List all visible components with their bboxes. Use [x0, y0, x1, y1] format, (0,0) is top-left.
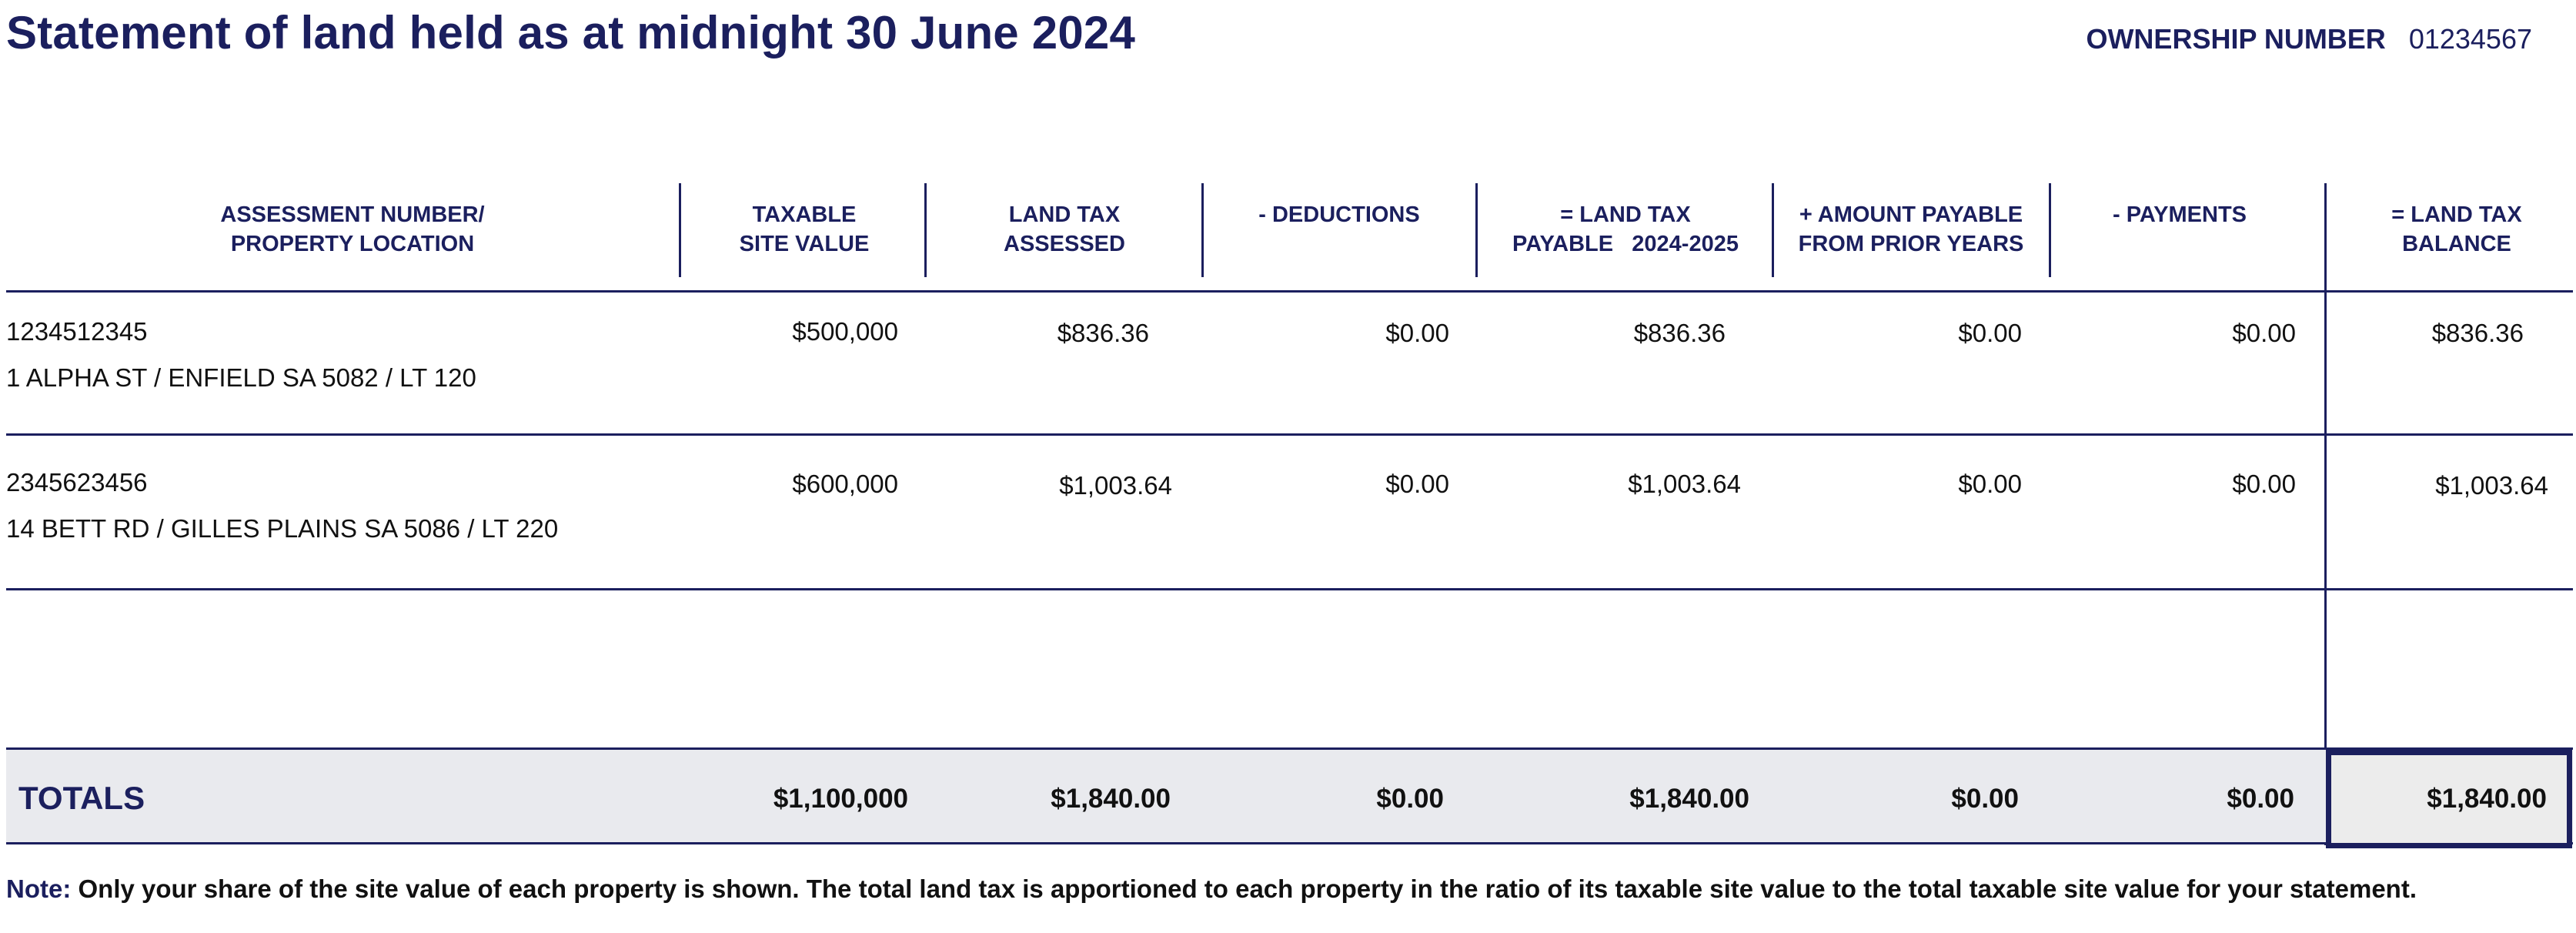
land-tax-balance: $1,003.64 — [2435, 471, 2548, 500]
deductions: $0.00 — [1385, 319, 1449, 347]
header-line: TAXABLE — [752, 202, 857, 227]
header-line: PROPERTY LOCATION — [230, 232, 475, 256]
header-line: BALANCE — [2402, 232, 2511, 256]
land-tax-assessed: $836.36 — [1057, 319, 1149, 347]
payments: $0.00 — [2232, 319, 2296, 347]
header-prior-years: + AMOUNT PAYABLE FROM PRIOR YEARS — [1799, 200, 2024, 259]
taxable-site-value: $500,000 — [792, 317, 898, 346]
header-line: = LAND TAX — [1560, 202, 1691, 227]
total-balance-box — [2326, 750, 2572, 848]
header-line: - PAYMENTS — [2112, 202, 2247, 227]
header-land-tax-payable: = LAND TAX PAYABLE 2024-2025 — [1512, 200, 1739, 259]
header-line: ASSESSMENT NUMBER/ — [220, 202, 485, 227]
total-land-tax-balance: $1,840.00 — [2427, 784, 2547, 814]
row-rule — [6, 588, 2573, 590]
payments: $0.00 — [2232, 470, 2296, 498]
header-line: LAND TAX — [1008, 202, 1121, 227]
header-taxable-site-value: TAXABLE SITE VALUE — [740, 200, 870, 259]
footnote-text: Only your share of the site value of eac… — [78, 874, 2417, 903]
column-divider — [679, 183, 681, 277]
row-rule — [6, 433, 2573, 436]
total-deductions: $0.00 — [1376, 784, 1444, 814]
statement-title: Statement of land held as at midnight 30… — [6, 7, 1136, 59]
column-divider — [2049, 183, 2051, 277]
total-land-tax-assessed: $1,840.00 — [1051, 784, 1171, 814]
header-line: SITE VALUE — [739, 232, 870, 256]
header-line: + AMOUNT PAYABLE — [1799, 202, 2023, 227]
header-land-tax-assessed: LAND TAX ASSESSED — [1004, 200, 1125, 259]
header-line: = LAND TAX — [2391, 202, 2522, 227]
prior-years-amount: $0.00 — [1958, 470, 2022, 498]
header-assessment-location: ASSESSMENT NUMBER/ PROPERTY LOCATION — [220, 200, 484, 259]
total-prior-years: $0.00 — [1951, 784, 2019, 814]
deductions: $0.00 — [1385, 470, 1449, 498]
header-rule — [6, 290, 2573, 293]
land-tax-balance: $836.36 — [2431, 319, 2524, 347]
totals-top-rule — [6, 747, 2573, 750]
property-location: 1 ALPHA ST / ENFIELD SA 5082 / LT 120 — [6, 363, 476, 392]
footnote-label: Note: — [6, 874, 72, 903]
land-tax-payable: $1,003.64 — [1628, 470, 1741, 498]
ownership-number-value: 01234567 — [2408, 23, 2532, 55]
column-divider — [1201, 183, 1204, 277]
balance-column-divider — [2324, 183, 2327, 845]
column-divider — [924, 183, 927, 277]
header-line: - DEDUCTIONS — [1258, 202, 1420, 227]
totals-row — [6, 749, 2573, 844]
header-line: ASSESSED — [1004, 232, 1125, 256]
taxable-site-value: $600,000 — [792, 470, 898, 498]
ownership-number: OWNERSHIP NUMBER 01234567 — [2086, 23, 2532, 55]
column-divider — [1772, 183, 1774, 277]
header-line: PAYABLE 2024-2025 — [1512, 232, 1739, 256]
assessment-number: 1234512345 — [6, 317, 148, 346]
footnote: Note: Only your share of the site value … — [6, 874, 2417, 904]
totals-bottom-rule — [6, 842, 2573, 844]
property-location: 14 BETT RD / GILLES PLAINS SA 5086 / LT … — [6, 514, 559, 543]
land-tax-payable: $836.36 — [1633, 319, 1726, 347]
header-balance: = LAND TAX BALANCE — [2391, 200, 2521, 259]
assessment-number: 2345623456 — [6, 468, 148, 497]
column-divider — [1475, 183, 1478, 277]
totals-label: TOTALS — [18, 780, 145, 816]
total-taxable-site-value: $1,100,000 — [773, 784, 908, 814]
land-tax-assessed: $1,003.64 — [1059, 471, 1172, 500]
total-land-tax-payable: $1,840.00 — [1629, 784, 1749, 814]
header-deductions: - DEDUCTIONS — [1258, 200, 1419, 229]
prior-years-amount: $0.00 — [1958, 319, 2022, 347]
header-payments: - PAYMENTS — [2113, 200, 2247, 229]
ownership-number-label: OWNERSHIP NUMBER — [2086, 23, 2386, 55]
total-payments: $0.00 — [2227, 784, 2294, 814]
header-line: FROM PRIOR YEARS — [1798, 232, 2024, 256]
